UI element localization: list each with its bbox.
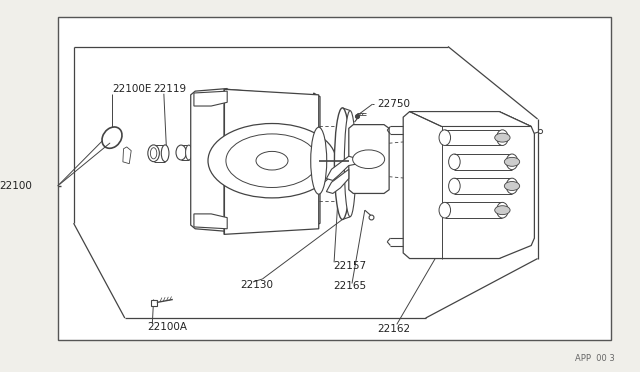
Ellipse shape [344,110,356,217]
Polygon shape [326,169,349,193]
Ellipse shape [176,145,186,160]
FancyBboxPatch shape [58,17,611,340]
Ellipse shape [449,178,460,194]
Polygon shape [191,89,228,231]
Circle shape [495,133,510,142]
Polygon shape [194,214,227,229]
Polygon shape [349,125,389,193]
Circle shape [256,151,288,170]
Circle shape [495,206,510,215]
Ellipse shape [439,202,451,218]
Ellipse shape [439,130,451,145]
Text: APP  00 3: APP 00 3 [575,354,614,363]
Text: 22157: 22157 [333,261,366,271]
Ellipse shape [497,130,508,145]
Circle shape [353,150,385,169]
Circle shape [504,157,520,166]
Text: 22100A: 22100A [147,323,188,332]
Text: 22162: 22162 [378,324,411,334]
Polygon shape [194,91,227,106]
Ellipse shape [497,202,508,218]
Text: 22130: 22130 [240,280,273,289]
Text: 22165: 22165 [333,282,366,291]
Polygon shape [224,89,319,234]
Text: 22100: 22100 [0,181,32,191]
Polygon shape [403,112,534,259]
Ellipse shape [186,145,192,160]
Text: 22119: 22119 [154,84,187,94]
Ellipse shape [148,145,159,161]
Text: 22100E: 22100E [112,84,152,94]
Ellipse shape [150,148,157,159]
Ellipse shape [506,178,518,194]
Polygon shape [227,89,320,231]
Text: 22750: 22750 [378,99,411,109]
Ellipse shape [449,154,460,170]
Ellipse shape [161,145,169,161]
Ellipse shape [102,127,122,148]
Polygon shape [326,156,358,180]
Ellipse shape [506,154,518,170]
Polygon shape [410,112,531,126]
Ellipse shape [311,127,327,194]
Circle shape [226,134,318,187]
Ellipse shape [335,108,351,219]
Polygon shape [123,147,131,164]
Circle shape [208,124,336,198]
Circle shape [504,182,520,190]
